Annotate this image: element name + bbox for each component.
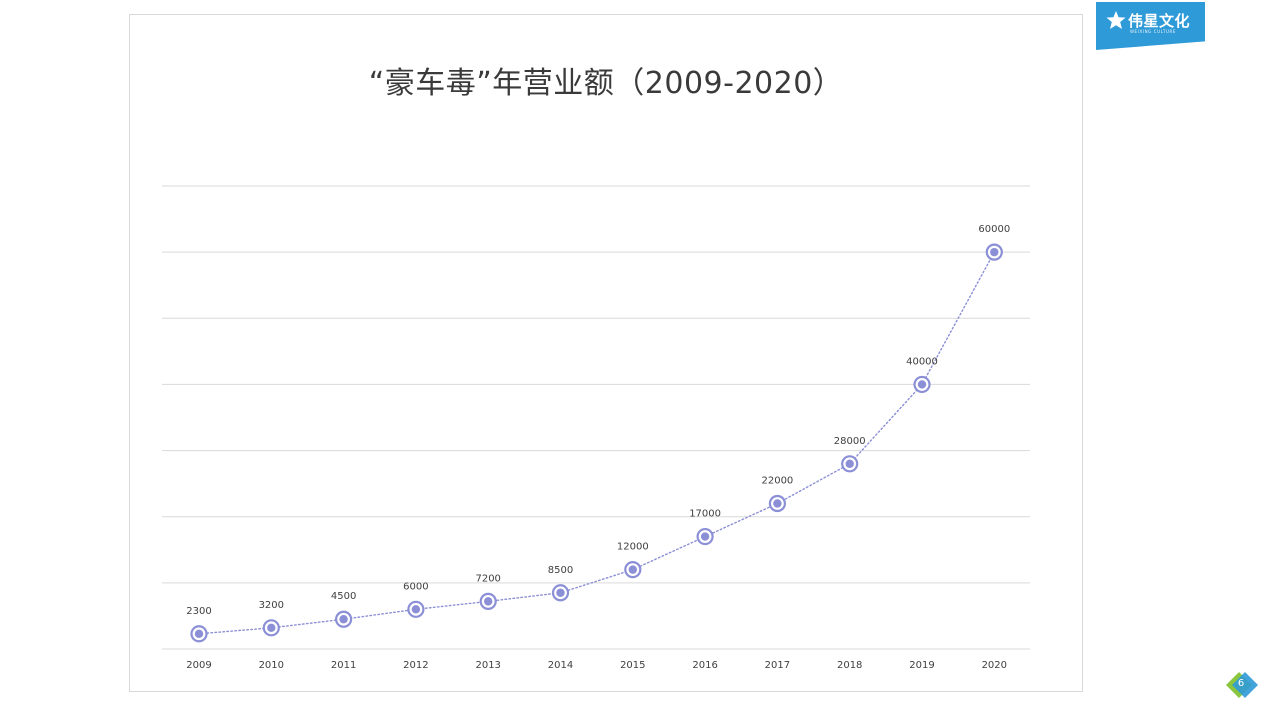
chart-title: “豪车毒”年营业额（2009-2020） xyxy=(368,66,844,101)
data-point xyxy=(845,459,854,468)
data-point xyxy=(484,597,493,606)
data-label: 22000 xyxy=(761,475,793,486)
data-label: 60000 xyxy=(978,224,1010,235)
x-tick-label: 2010 xyxy=(259,660,284,671)
data-point xyxy=(990,247,999,257)
data-point xyxy=(917,380,927,389)
data-label: 6000 xyxy=(403,581,428,592)
data-label: 7200 xyxy=(475,573,500,584)
x-tick-label: 2018 xyxy=(837,660,862,671)
x-tick-label: 2011 xyxy=(331,660,356,671)
logo-name: 伟星文化 xyxy=(1128,12,1191,30)
x-tick-label: 2009 xyxy=(186,660,211,671)
data-point xyxy=(267,623,276,633)
data-label: 8500 xyxy=(548,565,573,576)
data-point xyxy=(339,615,348,624)
logo-subtitle: WEIXING CULTURE xyxy=(1130,29,1177,34)
x-tick-label: 2013 xyxy=(475,660,500,671)
x-tick-label: 2014 xyxy=(548,660,573,671)
brand-logo: 伟星文化 WEIXING CULTURE xyxy=(1096,2,1205,50)
x-tick-label: 2020 xyxy=(982,660,1007,671)
page-badge-icon xyxy=(1226,672,1258,698)
data-point xyxy=(700,532,710,541)
data-point xyxy=(411,605,421,614)
data-point xyxy=(194,629,204,638)
data-label: 4500 xyxy=(331,591,356,602)
data-point xyxy=(556,588,565,597)
x-tick-label: 2019 xyxy=(909,660,934,671)
data-label: 17000 xyxy=(689,509,721,520)
data-label: 28000 xyxy=(834,436,866,447)
x-tick-label: 2017 xyxy=(765,660,790,671)
page-number: 6 xyxy=(1237,678,1245,689)
chart-frame xyxy=(129,14,1083,692)
data-point xyxy=(773,499,782,508)
star-icon xyxy=(1106,11,1126,29)
x-tick-label: 2016 xyxy=(692,660,717,671)
series-line xyxy=(198,251,995,635)
data-label: 3200 xyxy=(259,600,284,611)
data-label: 40000 xyxy=(906,356,938,367)
data-label: 12000 xyxy=(617,542,649,553)
data-point xyxy=(628,565,637,574)
x-tick-label: 2015 xyxy=(620,660,645,671)
x-tick-label: 2012 xyxy=(403,660,428,671)
data-label: 2300 xyxy=(186,606,211,617)
